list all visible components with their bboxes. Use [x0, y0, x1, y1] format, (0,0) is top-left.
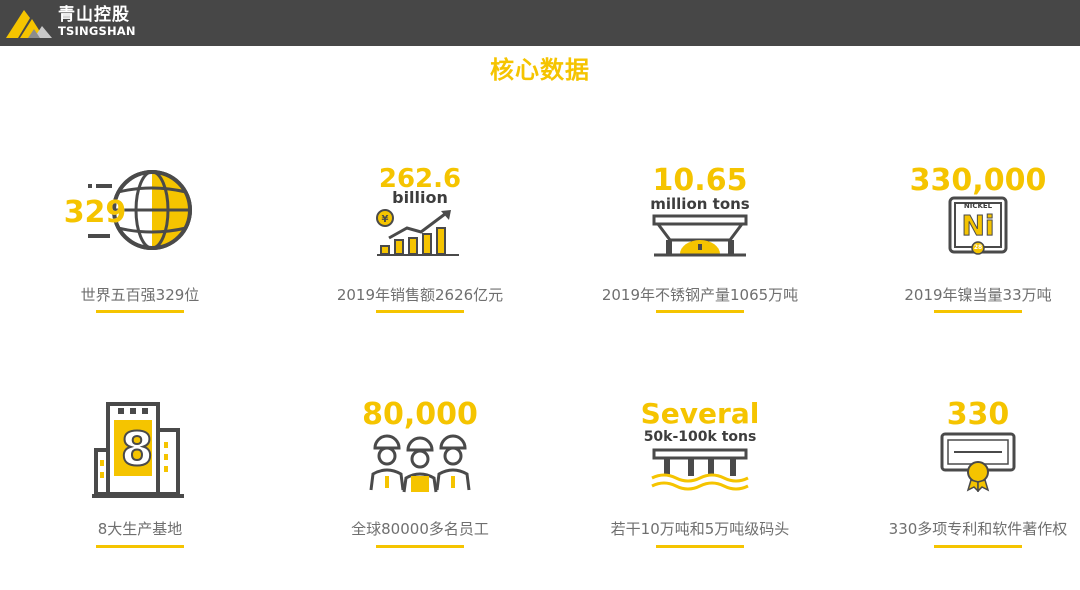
stat-unit: billion	[392, 188, 448, 207]
stat-number: 262.6	[378, 164, 462, 194]
caption-underline	[96, 310, 184, 313]
stat-caption: 若干10万吨和5万吨级码头	[610, 520, 790, 538]
stat-number: 80,000	[362, 397, 478, 432]
pier-icon	[651, 448, 749, 491]
globe-icon	[88, 170, 192, 250]
stat-number: 329	[63, 195, 127, 230]
certificate-icon	[940, 432, 1016, 492]
building-icon	[92, 402, 184, 498]
stat-sales: 262.6 billion ¥ 2019年销售额2626亿元	[285, 150, 555, 350]
stat-caption: 2019年镍当量33万吨	[904, 286, 1052, 304]
stat-number: 8	[120, 422, 154, 476]
caption-underline	[376, 310, 464, 313]
caption-underline	[934, 310, 1022, 313]
caption-underline	[376, 545, 464, 548]
caption-underline	[96, 545, 184, 548]
stat-caption: 全球80000多名员工	[351, 520, 489, 538]
stat-production-bases: 8 8大生产基地	[5, 390, 275, 590]
stat-stainless-steel: 10.65 million tons 2019年不锈钢产量1065万吨	[565, 150, 835, 350]
element-symbol: Ni	[961, 209, 995, 242]
element-name: NICKEL	[963, 202, 993, 210]
stat-nickel: 330,000 NICKEL Ni 28 2019年镍当量33万吨	[843, 150, 1080, 350]
stat-unit: million tons	[650, 195, 750, 213]
stainless-steel-icon	[652, 214, 748, 257]
stat-caption: 2019年不锈钢产量1065万吨	[601, 286, 799, 304]
stat-number: 330,000	[909, 163, 1047, 198]
stat-piers: Several 50k-100k tons 若干10万吨和5万吨级码头	[565, 390, 835, 590]
stat-employees: 80,000 全球80000多名员工	[285, 390, 555, 590]
workers-icon	[369, 434, 471, 493]
svg-text:¥: ¥	[382, 214, 389, 225]
caption-underline	[934, 545, 1022, 548]
stat-caption: 2019年销售额2626亿元	[336, 286, 504, 304]
nickel-element-icon	[948, 196, 1008, 255]
stat-patents: 330 330多项专利和软件著作权	[843, 390, 1080, 590]
caption-underline	[656, 545, 744, 548]
sales-chart-icon: ¥	[376, 209, 459, 256]
stat-caption: 世界五百强329位	[80, 286, 200, 304]
stat-number: Several	[640, 397, 760, 430]
stat-caption: 8大生产基地	[97, 520, 183, 538]
stat-unit: 50k-100k tons	[643, 429, 757, 445]
element-atomic-number: 28	[973, 244, 983, 251]
stat-number: 10.65	[652, 163, 748, 198]
stat-fortune-500: 329 世界五百强329位	[5, 150, 275, 350]
stat-number: 330	[946, 397, 1010, 432]
caption-underline	[656, 310, 744, 313]
brand-name-en: TSINGSHAN	[58, 24, 136, 38]
top-bar: 青山控股 TSINGSHAN	[0, 0, 1080, 46]
tsingshan-logo-icon[interactable]	[4, 4, 54, 40]
brand-name-cn: 青山控股	[58, 5, 130, 25]
section-title: 核心数据	[490, 56, 590, 84]
stat-caption: 330多项专利和软件著作权	[888, 520, 1068, 538]
